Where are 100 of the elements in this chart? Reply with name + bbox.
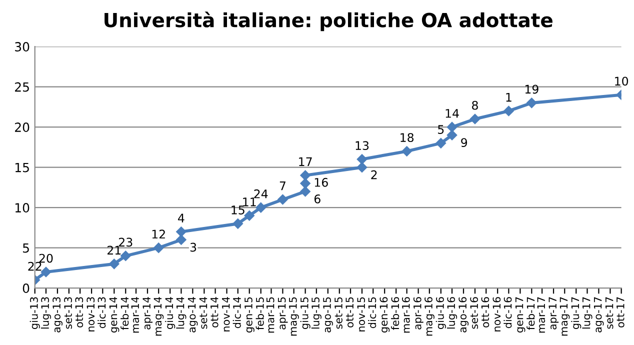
y-tick-label: 30 <box>15 42 30 52</box>
x-tick-label: set-13 <box>64 297 72 329</box>
x-tick-label: feb-17 <box>526 297 535 330</box>
point <box>356 154 368 164</box>
x-tick-label: dic-14 <box>232 296 241 328</box>
x-tick-label: mag-15 <box>289 297 299 336</box>
annotation: 7 <box>280 182 286 190</box>
point <box>526 98 537 108</box>
annotation: 9 <box>461 138 468 148</box>
point <box>300 178 310 189</box>
x-tick-label: gen-16 <box>380 297 390 332</box>
annotation: 24 <box>254 189 268 198</box>
annotation: 3 <box>190 242 196 252</box>
x-tick-label: set-16 <box>470 297 478 329</box>
point <box>278 194 288 205</box>
annotation: 2 <box>371 170 377 180</box>
chart-title: Università italiane: politiche OA adottate <box>104 12 552 32</box>
annotation: 14 <box>446 109 459 118</box>
x-tick-label: ott-14 <box>210 296 218 328</box>
x-tick-label: dic-13 <box>98 297 106 328</box>
x-tick-label: ago-13 <box>52 297 63 332</box>
point <box>176 226 186 237</box>
x-tick-label: apr-14 <box>142 296 153 330</box>
point <box>244 210 254 221</box>
y-tick-label: 5 <box>23 243 29 253</box>
x-tick-label: mar-16 <box>402 297 410 333</box>
point <box>470 114 480 124</box>
annotation: 19 <box>525 84 538 94</box>
x-tick-label: feb-15 <box>256 297 264 330</box>
x-tick-label: giu-14 <box>165 296 176 329</box>
x-tick-label: mar-15 <box>266 297 274 333</box>
x-tick-label: apr-17 <box>548 297 559 330</box>
point <box>446 122 458 132</box>
x-tick-label: lug-13 <box>40 297 52 329</box>
annotation: 23 <box>118 238 132 247</box>
x-tick-label: feb-16 <box>391 297 400 330</box>
x-tick-label: mag-17 <box>560 297 570 336</box>
x-tick-label: nov-16 <box>492 297 501 332</box>
annotation: 18 <box>400 133 414 142</box>
x-tick-label: lug-15 <box>311 297 322 329</box>
annotation: 4 <box>178 214 184 222</box>
annotation: 21 <box>108 246 121 255</box>
y-tick-label: 25 <box>15 82 29 92</box>
x-tick-label: giu-15 <box>300 297 310 329</box>
point <box>356 162 368 172</box>
x-tick-label: apr-16 <box>413 297 424 330</box>
point <box>300 170 310 180</box>
annotation: 16 <box>314 178 328 187</box>
x-tick-label: ott-15 <box>346 297 354 328</box>
point <box>402 146 412 156</box>
point <box>40 266 52 278</box>
annotation: 22 <box>28 262 42 271</box>
annotation: 13 <box>356 141 369 150</box>
y-tick-label: 0 <box>22 284 30 293</box>
annotation: 12 <box>152 230 165 238</box>
y-tick-label: 10 <box>15 203 30 212</box>
x-tick-label: set-15 <box>334 297 342 329</box>
annotation: 1 <box>506 92 512 102</box>
x-tick-label: mag-16 <box>424 297 434 336</box>
x-tick-label: dic-16 <box>504 297 512 328</box>
point <box>109 258 120 270</box>
x-tick-label: gen-17 <box>515 297 526 332</box>
y-tick-label: 20 <box>15 122 30 132</box>
annotation: 10 <box>615 76 628 86</box>
annotation: 20 <box>39 254 53 263</box>
annotation: 15 <box>232 206 244 214</box>
x-tick-label: apr-15 <box>278 297 288 330</box>
point <box>446 130 458 140</box>
x-tick-label: ago-17 <box>594 297 604 332</box>
y-tick-label: 15 <box>15 162 29 172</box>
x-tick-label: lug-16 <box>446 297 458 329</box>
point <box>504 106 514 116</box>
x-tick-label: ago-15 <box>323 297 333 332</box>
point <box>176 234 186 245</box>
x-tick-label: ago-16 <box>458 297 469 332</box>
point <box>153 242 164 253</box>
x-tick-label: gen-15 <box>244 297 254 332</box>
x-tick-label: ott-13 <box>75 297 84 328</box>
point <box>120 250 131 261</box>
x-tick-label: giu-16 <box>436 297 446 329</box>
annotation: 17 <box>299 157 312 166</box>
x-tick-label: giu-17 <box>571 297 582 329</box>
x-tick-label: ott-16 <box>481 297 490 328</box>
annotation: 5 <box>438 125 444 134</box>
annotation: 8 <box>472 100 478 110</box>
x-tick-label: nov-14 <box>222 296 230 332</box>
x-tick-label: feb-14 <box>120 296 129 330</box>
x-tick-label: mag-14 <box>154 296 164 336</box>
x-tick-label: giu-13 <box>30 297 40 329</box>
x-tick-label: gen-14 <box>109 296 120 332</box>
x-tick-label: set-14 <box>199 296 208 329</box>
point <box>256 202 266 213</box>
x-tick-label: mar-14 <box>131 296 140 333</box>
annotation: 11 <box>243 198 256 206</box>
point <box>232 218 243 229</box>
x-tick-label: nov-15 <box>357 297 366 332</box>
x-tick-label: dic-15 <box>368 297 376 328</box>
x-tick-label: set-17 <box>605 297 614 329</box>
point <box>300 186 310 197</box>
x-tick-label: mar-17 <box>537 297 546 333</box>
